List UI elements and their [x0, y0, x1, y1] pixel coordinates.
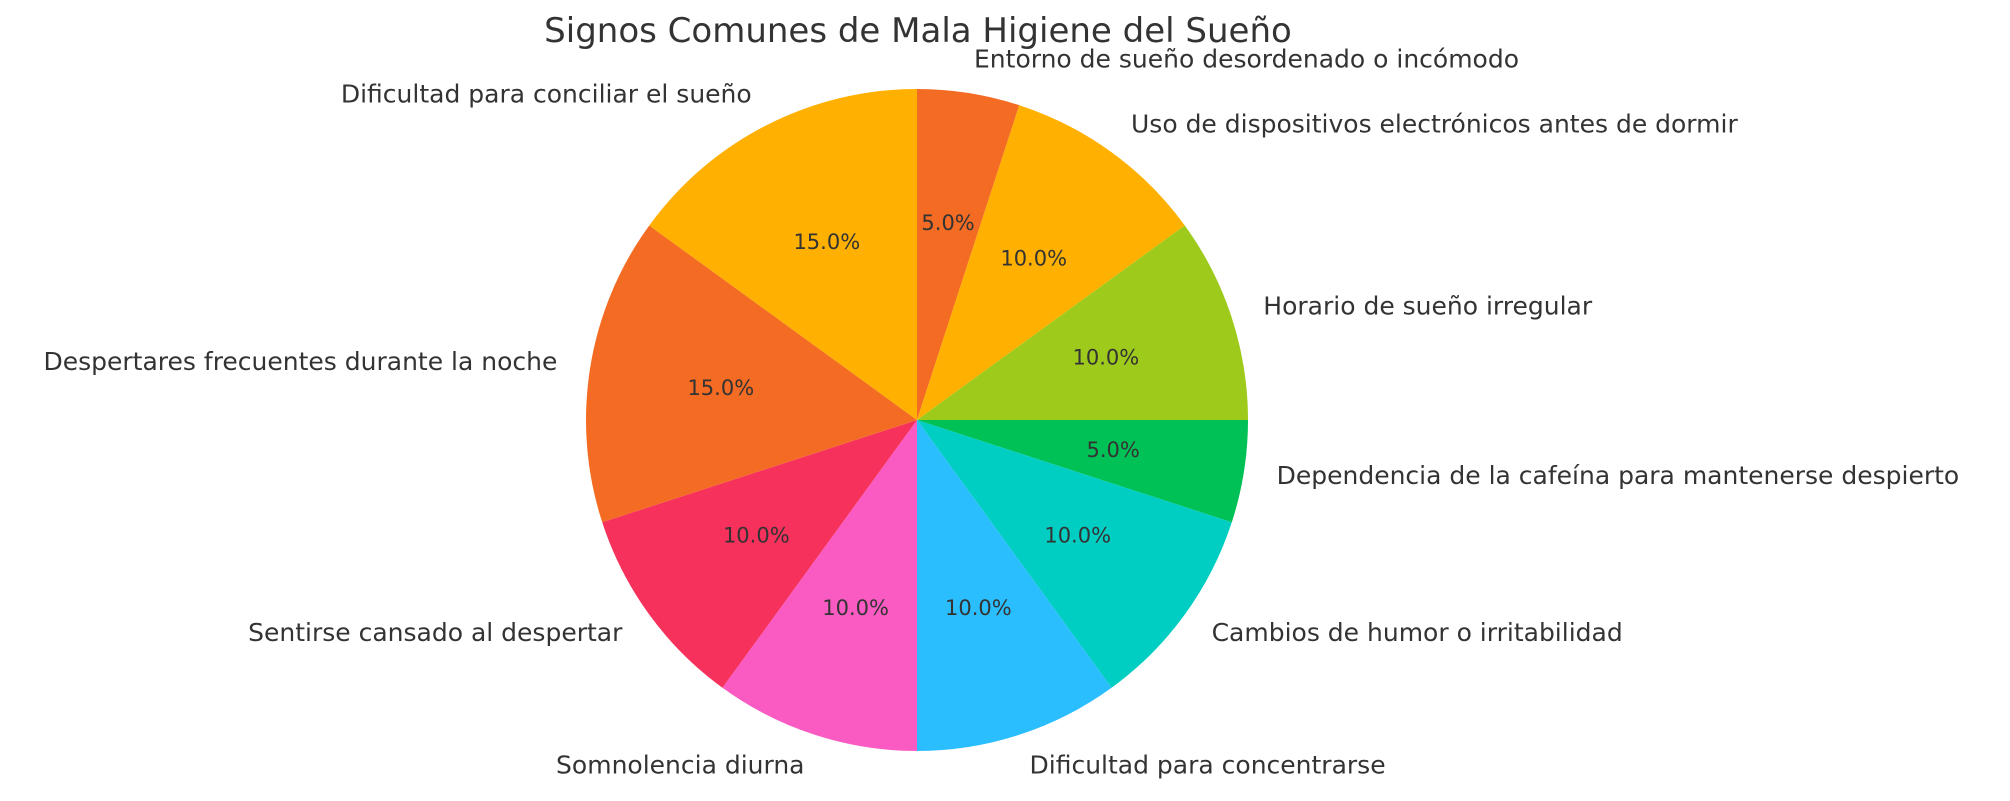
pie-percent-label-6: 10.0%: [822, 596, 889, 620]
pie-slice-labels: Entorno de sueño desordenado o incómodo U…: [44, 44, 1960, 779]
pie-slice-label-3: Dependencia de la cafeína para manteners…: [1277, 461, 1960, 490]
pie-percent-labels: 5.0% 10.0% 10.0% 5.0% 10.0% 10.0% 10.0% 10.0% 15…: [687, 211, 1139, 620]
pie-percent-label-1: 10.0%: [1000, 246, 1067, 270]
pie-percent-label-4: 10.0%: [1044, 524, 1111, 548]
pie-slice-label-8: Despertares frecuentes durante la noche: [44, 347, 558, 376]
pie-percent-label-0: 5.0%: [921, 211, 974, 235]
pie-slice-label-6: Somnolencia diurna: [556, 750, 804, 779]
pie-slice-7: [602, 420, 917, 688]
pie-percent-label-5: 10.0%: [945, 596, 1012, 620]
pie-slice-label-0: Entorno de sueño desordenado o incómodo: [974, 44, 1519, 73]
pie-slice-5: [917, 420, 1112, 751]
pie-percent-label-3: 5.0%: [1087, 438, 1140, 462]
pie-percent-label-9: 15.0%: [793, 230, 860, 254]
pie-slice-label-7: Sentirse cansado al despertar: [248, 618, 623, 647]
pie-slice-label-5: Dificultad para concentrarse: [1030, 750, 1386, 779]
pie-slice-1: [917, 105, 1185, 420]
pie-slice-2: [917, 225, 1248, 420]
pie-slice-label-4: Cambios de humor o irritabilidad: [1212, 618, 1623, 647]
pie-slice-8: [586, 225, 917, 523]
pie-slice-6: [722, 420, 917, 751]
pie-percent-label-7: 10.0%: [723, 524, 790, 548]
pie-slices: [586, 89, 1248, 751]
pie-slice-9: [649, 89, 917, 420]
chart-title: Signos Comunes de Mala Higiene del Sueño: [544, 11, 1292, 51]
pie-slice-3: [917, 420, 1248, 523]
pie-slice-0: [917, 89, 1020, 420]
pie-slice-label-1: Uso de dispositivos electrónicos antes d…: [1131, 109, 1738, 138]
pie-slice-4: [917, 420, 1232, 688]
pie-slice-label-9: Dificultad para conciliar el sueño: [341, 80, 752, 109]
pie-slice-label-2: Horario de sueño irregular: [1263, 292, 1593, 321]
pie-percent-label-8: 15.0%: [687, 376, 754, 400]
pie-percent-label-2: 10.0%: [1073, 346, 1140, 370]
